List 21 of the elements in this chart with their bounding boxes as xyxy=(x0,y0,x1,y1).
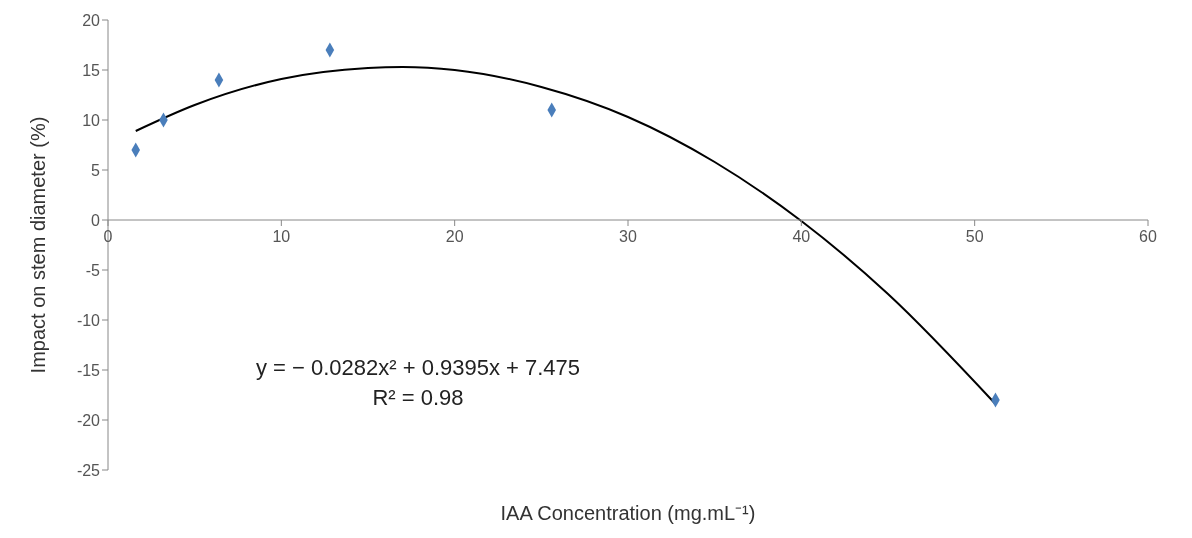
x-tick-label: 0 xyxy=(103,228,113,245)
y-tick-label: 10 xyxy=(82,111,101,129)
y-tick-label: -5 xyxy=(85,261,101,279)
x-tick-label: 40 xyxy=(792,228,811,245)
y-tick-label: 0 xyxy=(91,211,101,229)
annotation: R² = 0.98 xyxy=(371,384,465,412)
y-tick-label: -25 xyxy=(76,461,101,479)
annotation: y = − 0.0282x² + 0.9395x + 7.475 xyxy=(254,354,582,382)
y-tick-label: 20 xyxy=(82,11,101,29)
x-tick-label: 50 xyxy=(965,228,984,245)
y-tick-label: 15 xyxy=(82,61,101,79)
x-tick-label: 20 xyxy=(445,228,464,245)
x-axis-title: IAA Concentration (mg.mL⁻¹) xyxy=(500,502,756,524)
x-tick-label: 30 xyxy=(619,228,637,245)
y-axis-title: Impact on stem diameter (%) xyxy=(27,116,50,374)
y-tick-label: -10 xyxy=(76,311,101,329)
y-tick-label: -20 xyxy=(76,411,101,429)
y-tick-label: -15 xyxy=(76,361,101,379)
y-tick-label: 5 xyxy=(91,161,101,179)
x-tick-label: 10 xyxy=(272,228,291,245)
x-tick-label: 60 xyxy=(1139,228,1157,245)
